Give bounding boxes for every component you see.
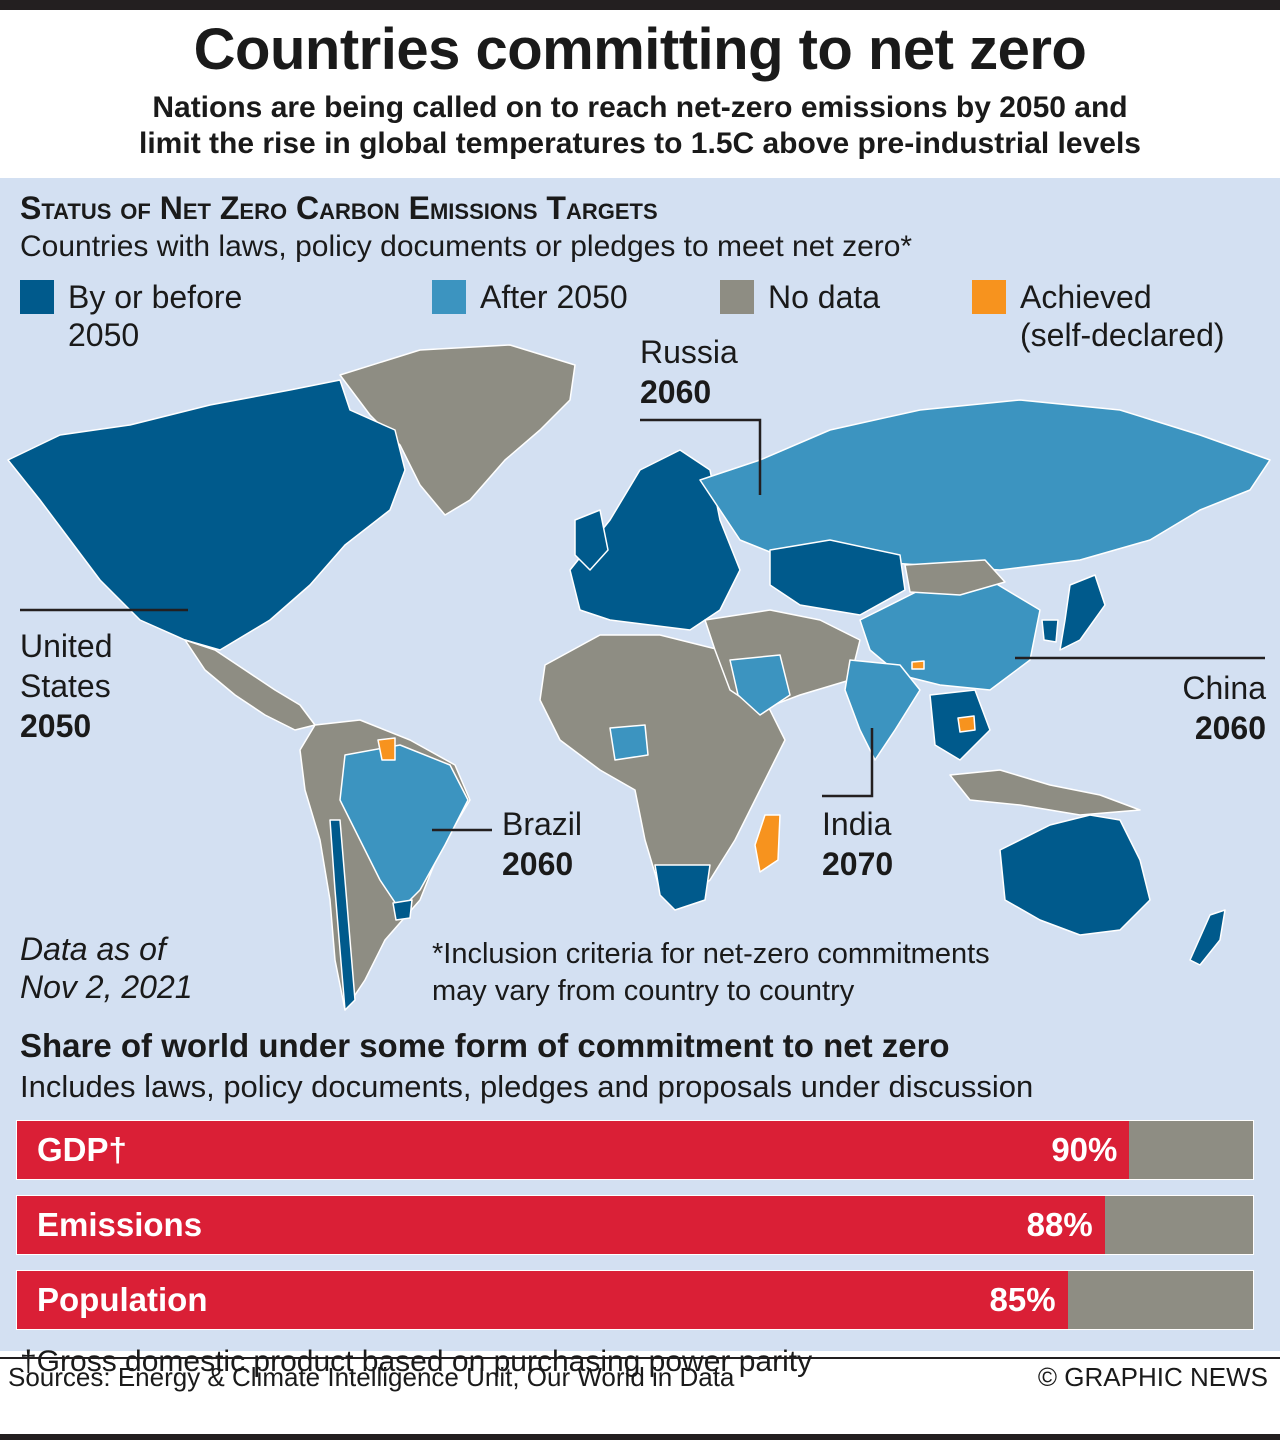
callout-us-year: 2050: [20, 708, 92, 744]
legend-label: By or before 2050: [68, 279, 243, 353]
bottom-rule: [0, 1434, 1280, 1440]
share-bar-row: GDP† 90%: [16, 1120, 1254, 1180]
inclusion-footnote: *Inclusion criteria for net-zero commitm…: [432, 938, 990, 1007]
north-america-shape: [7, 379, 406, 651]
russia-shape: [699, 399, 1271, 571]
page-title: Countries committing to net zero: [193, 17, 1087, 82]
mongolia-shape: [904, 559, 1006, 596]
legend-swatch: [720, 280, 754, 314]
callout-us-name: United States: [20, 628, 113, 704]
top-rule: [0, 0, 1280, 10]
footer-rule: [0, 1357, 1280, 1359]
share-bar-value: 85%: [989, 1281, 1056, 1318]
legend-label: No data: [768, 279, 881, 315]
callout-united-states: United States 2050: [20, 626, 113, 746]
europe-shape: [569, 449, 741, 631]
nigeria-shape: [609, 724, 649, 761]
india-shape: [844, 659, 921, 761]
russia-leader-line: [640, 418, 762, 495]
world-map: [7, 344, 1271, 1011]
guyana-shape: [377, 737, 396, 761]
brazil-shape: [339, 744, 469, 911]
callout-china-year: 2060: [1194, 710, 1266, 746]
bhutan-shape: [911, 660, 925, 670]
page-subtitle: Nations are being called on to reach net…: [139, 91, 1141, 160]
gdp-footnote: †Gross domestic product based on purchas…: [20, 1345, 813, 1378]
callout-brazil: Brazil 2060: [502, 804, 582, 884]
share-chart-subtitle: Includes laws, policy documents, pledges…: [20, 1069, 1034, 1104]
india-leader-line: [822, 728, 874, 798]
callout-russia: Russia 2060: [640, 332, 738, 412]
map-subheading: Countries with laws, policy documents or…: [20, 230, 913, 263]
share-bar-fill: [17, 1196, 1105, 1254]
callout-india-year: 2070: [822, 846, 894, 882]
mexico-central-america-shape: [184, 639, 316, 731]
callout-india: India 2070: [822, 804, 893, 884]
share-bar-row: Population 85%: [16, 1270, 1254, 1330]
share-bar-fill: [17, 1271, 1068, 1329]
uk-shape: [574, 509, 609, 571]
callout-brazil-year: 2060: [502, 846, 574, 882]
share-bar-row: Emissions 88%: [16, 1195, 1254, 1255]
share-bar-fill: [17, 1121, 1130, 1179]
cambodia-shape: [957, 715, 976, 733]
map-heading: Status of Net Zero Carbon Emissions Targ…: [20, 190, 658, 226]
share-bar-label: Emissions: [37, 1206, 203, 1243]
share-bar-label: Population: [37, 1281, 208, 1318]
australia-shape: [999, 814, 1151, 936]
data-date-note: Data as of Nov 2, 2021: [20, 931, 193, 1005]
share-bar-value: 88%: [1026, 1206, 1093, 1243]
legend-swatch: [972, 280, 1006, 314]
credit-text: © GRAPHIC NEWS: [1037, 1362, 1268, 1392]
sources-text: Sources: Energy & Climate Intelligence U…: [8, 1362, 735, 1392]
callout-china: China 2060: [1160, 668, 1266, 748]
chile-shape: [329, 819, 356, 1011]
legend-swatch: [432, 280, 466, 314]
madagascar-shape: [754, 814, 781, 873]
kazakhstan-shape: [769, 539, 906, 616]
callout-russia-year: 2060: [640, 374, 712, 410]
japan-shape: [1059, 574, 1106, 651]
callout-brazil-name: Brazil: [502, 806, 583, 842]
saudi-arabia-shape: [729, 654, 791, 716]
legend-label: Achieved (self-declared): [1020, 279, 1225, 353]
legend-label: After 2050: [480, 279, 628, 315]
korea-shape: [1041, 619, 1059, 643]
callout-china-name: China: [1182, 670, 1266, 706]
share-bar-label: GDP†: [37, 1131, 127, 1168]
callout-russia-name: Russia: [640, 334, 738, 370]
callout-india-name: India: [822, 806, 892, 842]
share-chart-title: Share of world under some form of commit…: [20, 1027, 950, 1064]
share-bar-value: 90%: [1051, 1131, 1118, 1168]
new-zealand-shape: [1189, 909, 1226, 966]
africa-shape: [539, 634, 786, 911]
greenland-shape: [339, 344, 576, 516]
legend-swatch: [20, 280, 54, 314]
uruguay-shape: [392, 899, 413, 921]
indonesia-shape: [949, 769, 1141, 816]
south-africa-shape: [654, 864, 711, 911]
